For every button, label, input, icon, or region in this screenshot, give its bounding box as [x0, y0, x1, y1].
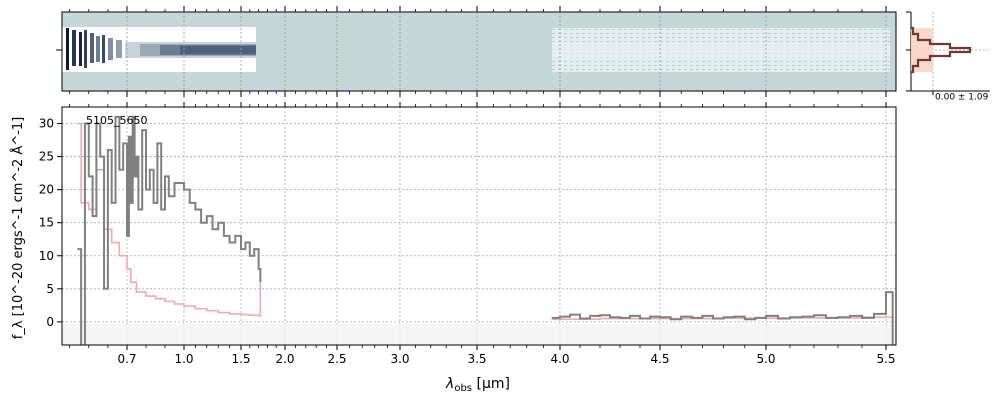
x-tick-label: 5.0 [756, 352, 775, 366]
spectrum-2d-grid [126, 12, 887, 91]
x-axis-label-symbol: λ [445, 376, 454, 392]
x-tick-label: 5.5 [876, 352, 895, 366]
x-axis-label-unit: [μm] [472, 376, 510, 392]
spectrum-2d-ticks [69, 6, 887, 97]
x-tick-label: 3.0 [390, 352, 409, 366]
spectrum-1d-ticks [69, 102, 887, 350]
y-tick-label: 5 [46, 282, 54, 296]
x-tick-label: 1.5 [231, 352, 250, 366]
x-axis-label-subscript: obs [454, 383, 472, 394]
y-tick-label: 10 [39, 249, 54, 263]
data-line-blue [77, 115, 262, 345]
y-tick-label: 0 [46, 315, 54, 329]
spectrum-2d-trace-red [552, 28, 890, 72]
x-tick-label: 1.0 [174, 352, 193, 366]
y-tick-label: 30 [39, 117, 54, 131]
x-tick-label: 4.5 [650, 352, 669, 366]
y-tick-label: 25 [39, 150, 54, 164]
data-line-red [551, 291, 894, 345]
x-axis-tick-labels: 0.7 1.0 1.5 2.0 2.5 3.0 3.5 4.0 4.5 5.0 5.5 [117, 352, 895, 366]
spectrum-2d-trace-blue [62, 27, 256, 72]
x-tick-label: 2.5 [327, 352, 346, 366]
spatial-profile-line [911, 26, 972, 74]
spatial-profile-panel: 0.00 ± 1.09 [906, 11, 990, 103]
x-tick-label: 2.0 [275, 352, 294, 366]
x-tick-label: 3.5 [467, 352, 486, 366]
y-axis-label: f_λ [10^-20 ergs^-1 cm^-2 Å^-1] [10, 117, 26, 340]
y-tick-label: 20 [39, 183, 54, 197]
x-axis-label: λobs [μm] [445, 376, 510, 394]
y-axis-ticks: 0 5 10 15 20 25 30 [39, 117, 62, 329]
spectrum-2d-panel [56, 6, 897, 97]
spectrum-1d-panel: 0 5 10 15 20 25 30 0.7 1.0 1.5 2.0 2.5 3.0 3.5 4.0 4.5… [10, 102, 897, 394]
object-annotation: 5105_5650 [86, 114, 148, 127]
x-tick-label: 4.0 [550, 352, 569, 366]
spatial-profile-tick-label: 0.00 ± 1.09 [935, 93, 989, 103]
y-tick-label: 15 [39, 216, 54, 230]
x-tick-label: 0.7 [117, 352, 136, 366]
zero-shading [62, 324, 896, 345]
spectrum-1d-grid [62, 107, 896, 345]
